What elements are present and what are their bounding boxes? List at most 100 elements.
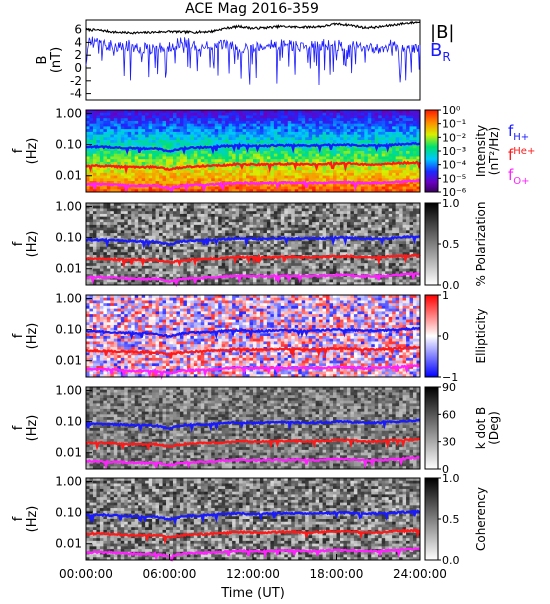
spectrogram-cell: [246, 124, 250, 127]
spectrogram-cell: [406, 165, 410, 168]
spectrogram-cell: [375, 126, 379, 129]
spectrogram-cell: [183, 176, 187, 179]
spectrogram-cell: [284, 118, 288, 121]
spectrogram-cell: [135, 124, 139, 127]
spectrogram-cell: [225, 247, 229, 250]
spectrogram-cell: [86, 187, 90, 190]
spectrogram-cell: [250, 156, 254, 159]
spectrogram-cell: [291, 263, 295, 266]
spectrogram-cell: [180, 162, 184, 165]
spectrogram-cell: [100, 217, 104, 220]
spectrogram-cell: [295, 129, 299, 132]
spectrogram-cell: [96, 244, 100, 247]
spectrogram-cell: [156, 132, 160, 135]
spectrogram-cell: [131, 121, 135, 124]
spectrogram-cell: [204, 271, 208, 274]
spectrogram-cell: [176, 129, 180, 132]
spectrogram-cell: [201, 222, 205, 225]
spectrogram-cell: [128, 156, 132, 159]
spectrogram-cell: [368, 159, 372, 162]
spectrogram-cell: [312, 129, 316, 132]
spectrogram-cell: [215, 233, 219, 236]
spectrogram-cell: [173, 154, 177, 157]
spectrogram-cell: [131, 143, 135, 146]
spectrogram-cell: [371, 137, 375, 140]
spectrogram-cell: [114, 140, 118, 143]
spectrogram-cell: [229, 137, 233, 140]
spectrogram-cell: [263, 222, 267, 225]
spectrogram-cell: [250, 173, 254, 176]
spectrogram-cell: [159, 219, 163, 222]
spectrogram-cell: [128, 219, 132, 222]
spectrogram-cell: [323, 214, 327, 217]
spectrogram-cell: [406, 126, 410, 129]
spectrogram-cell: [333, 115, 337, 118]
spectrogram-cell: [364, 151, 368, 154]
spectrogram-cell: [145, 263, 149, 266]
spectrogram-cell: [270, 280, 274, 283]
spectrogram-cell: [260, 214, 264, 217]
spectrogram-cell: [236, 121, 240, 124]
spectrogram-cell: [323, 126, 327, 129]
spectrogram-cell: [253, 211, 257, 214]
spectrogram-cell: [302, 211, 306, 214]
spectrogram-cell: [211, 132, 215, 135]
spectrogram-cell: [100, 263, 104, 266]
spectrogram-cell: [312, 225, 316, 228]
spectrogram-cell: [149, 233, 153, 236]
spectrogram-cell: [361, 148, 365, 151]
spectrogram-cell: [239, 217, 243, 220]
spectrogram-cell: [319, 156, 323, 159]
spectrogram-cell: [298, 222, 302, 225]
spectrogram-cell: [232, 208, 236, 211]
spectrogram-cell: [131, 230, 135, 233]
spectrogram-cell: [176, 208, 180, 211]
spectrogram-cell: [364, 167, 368, 170]
spectrogram-cell: [253, 137, 257, 140]
spectrogram-cell: [135, 208, 139, 211]
spectrogram-cell: [176, 151, 180, 154]
spectrogram-cell: [117, 236, 121, 239]
spectrogram-cell: [163, 271, 167, 274]
spectrogram-cell: [232, 269, 236, 272]
spectrogram-cell: [103, 124, 107, 127]
spectrogram-cell: [180, 266, 184, 269]
spectrogram-cell: [197, 206, 201, 209]
spectrogram-cell: [190, 217, 194, 220]
spectrogram-cell: [270, 137, 274, 140]
spectrogram-cell: [107, 129, 111, 132]
spectrogram-cell: [337, 159, 341, 162]
spectrogram-cell: [316, 159, 320, 162]
spectrogram-cell: [312, 280, 316, 283]
spectrogram-cell: [89, 228, 93, 231]
spectrogram-cell: [204, 151, 208, 154]
spectrogram-cell: [354, 151, 358, 154]
spectrogram-cell: [211, 241, 215, 244]
spectrogram-cell: [343, 173, 347, 176]
spectrogram-cell: [403, 151, 407, 154]
spectrogram-cell: [305, 225, 309, 228]
spectrogram-cell: [260, 156, 264, 159]
spectrogram-cell: [194, 225, 198, 228]
spectrogram-cell: [371, 129, 375, 132]
spectrogram-cell: [117, 211, 121, 214]
colorbar-tick-label: 10⁻³: [442, 145, 466, 158]
spectrogram-cell: [243, 228, 247, 231]
spectrogram-cell: [121, 187, 125, 190]
spectrogram-cell: [117, 124, 121, 127]
spectrogram-cell: [166, 146, 170, 149]
spectrogram-cell: [89, 187, 93, 190]
spectrogram-cell: [277, 211, 281, 214]
spectrogram-cell: [337, 132, 341, 135]
spectrogram-cell: [103, 159, 107, 162]
spectrogram-cell: [229, 249, 233, 252]
spectrogram-cell: [246, 176, 250, 179]
spectrogram-cell: [267, 118, 271, 121]
spectrogram-cell: [170, 121, 174, 124]
spectrogram-cell: [403, 176, 407, 179]
spectrogram-cell: [305, 244, 309, 247]
spectrogram-cell: [173, 156, 177, 159]
spectrogram-cell: [135, 143, 139, 146]
spectrogram-cell: [163, 115, 167, 118]
spectrogram-cell: [274, 228, 278, 231]
